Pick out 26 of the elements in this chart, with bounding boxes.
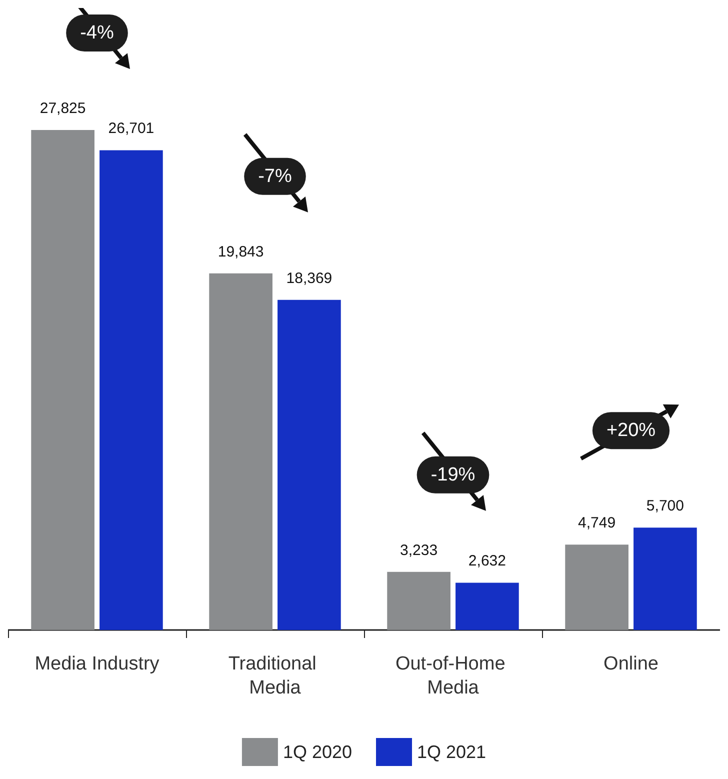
data-label: 3,233 bbox=[400, 542, 438, 559]
legend-label: 1Q 2020 bbox=[282, 742, 352, 762]
bar bbox=[565, 544, 628, 630]
data-label: 2,632 bbox=[468, 552, 506, 570]
x-tick-label: Media Industry bbox=[34, 654, 160, 674]
data-label: 5,700 bbox=[646, 498, 684, 515]
x-tick-label: Traditional Media bbox=[228, 654, 322, 698]
data-label: 4,749 bbox=[578, 514, 616, 532]
annotation: -7% bbox=[258, 166, 292, 187]
bar bbox=[456, 582, 519, 630]
data-label: 26,701 bbox=[108, 120, 154, 138]
data-label: 18,369 bbox=[286, 270, 332, 287]
annotation: -19% bbox=[430, 464, 476, 486]
data-label: 27,825 bbox=[40, 100, 86, 117]
bar bbox=[387, 572, 450, 630]
annotation: +20% bbox=[606, 420, 656, 442]
x-tick-label: Online bbox=[604, 654, 658, 674]
bar bbox=[209, 273, 272, 630]
bar bbox=[278, 300, 341, 630]
bar bbox=[100, 150, 163, 630]
x-tick-label: Out-of-Home Media bbox=[395, 654, 511, 698]
bar bbox=[31, 130, 94, 630]
text: -4% bbox=[80, 22, 114, 44]
bar bbox=[634, 528, 697, 630]
data-label: 19,843 bbox=[218, 243, 264, 260]
legend-label: 1Q 2021 bbox=[417, 742, 486, 762]
